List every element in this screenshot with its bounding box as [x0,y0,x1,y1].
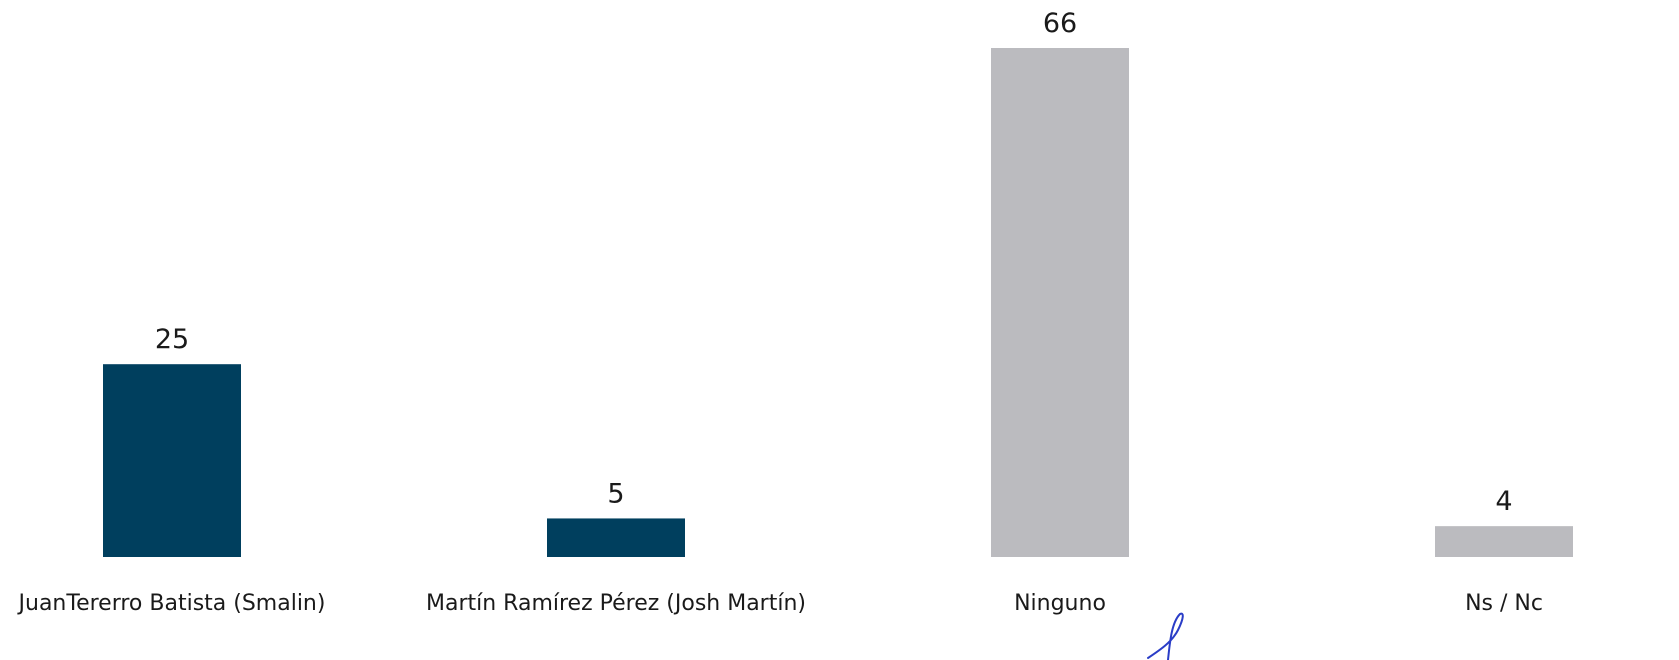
value-labels-layer: 25 5 66 4 [155,8,1513,517]
category-label-2: Martín Ramírez Pérez (Josh Martín) [426,591,806,616]
value-label-2: 5 [607,478,624,509]
category-labels-layer: JuanTererro Batista (Smalin) Martín Ramír… [17,591,1543,616]
bar-1 [103,364,241,557]
bar-3 [991,48,1129,557]
value-label-3: 66 [1043,8,1077,39]
bar-2 [547,518,685,557]
value-label-1: 25 [155,324,189,355]
bars-layer [103,48,1573,557]
category-label-3: Ninguno [1014,591,1106,616]
value-label-4: 4 [1495,486,1512,517]
handwritten-mark [1147,612,1184,660]
category-label-1: JuanTererro Batista (Smalin) [17,591,326,616]
category-label-4: Ns / Nc [1465,591,1543,616]
bar-4 [1435,526,1573,557]
